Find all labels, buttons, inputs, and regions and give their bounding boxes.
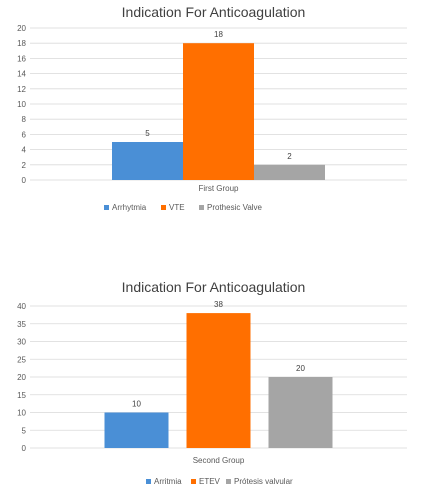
y-tick-label: 4 — [22, 146, 27, 155]
bar-etev — [186, 313, 251, 448]
legend-label: ETEV — [199, 477, 221, 486]
y-tick-label: 15 — [17, 391, 26, 400]
chart-title: Indication For Anticoagulation — [122, 279, 306, 295]
y-tick-label: 10 — [17, 409, 26, 418]
y-tick-label: 12 — [17, 85, 26, 94]
second-group-chart: Indication For Anticoagulation 0 5 10 15 20 25… — [17, 279, 407, 486]
bar-vte — [183, 43, 254, 181]
data-label: 20 — [296, 364, 305, 373]
legend-swatch — [146, 479, 151, 484]
bar-pr-tesis-valvular — [268, 377, 333, 448]
y-tick-label: 25 — [17, 355, 26, 364]
legend-swatch — [104, 205, 109, 210]
bar-arritmia — [104, 412, 169, 448]
y-tick-label: 35 — [17, 320, 26, 329]
chart-title: Indication For Anticoagulation — [122, 4, 306, 20]
first-group-chart: Indication For Anticoagulation 0 2 4 6 8 10 12 1… — [17, 4, 407, 212]
bar-arrhytmia — [112, 142, 183, 180]
y-tick-label: 14 — [17, 70, 26, 79]
data-label: 10 — [132, 400, 141, 409]
legend-swatch — [161, 205, 166, 210]
legend-swatch — [191, 479, 196, 484]
bar-prothesic-valve — [254, 164, 325, 180]
legend-label: Prothesic Valve — [207, 203, 263, 212]
category-label: Second Group — [193, 456, 245, 465]
legend-label: Arritmia — [154, 477, 182, 486]
y-tick-label: 18 — [17, 39, 26, 48]
y-tick-label: 20 — [17, 24, 26, 33]
data-label: 2 — [287, 152, 292, 161]
y-tick-label: 10 — [17, 100, 26, 109]
y-tick-label: 6 — [22, 130, 27, 139]
data-label: 18 — [214, 30, 223, 39]
data-label: 5 — [145, 129, 150, 138]
y-tick-label: 5 — [22, 426, 27, 435]
data-label: 38 — [214, 300, 223, 309]
y-tick-label: 40 — [17, 302, 26, 311]
y-tick-label: 2 — [22, 161, 27, 170]
legend-swatch — [226, 479, 231, 484]
y-tick-label: 20 — [17, 373, 26, 382]
legend-label: Prótesis valvular — [234, 477, 293, 486]
y-tick-label: 8 — [22, 115, 27, 124]
category-label: First Group — [198, 184, 239, 193]
legend-label: Arrhytmia — [112, 203, 147, 212]
y-tick-label: 30 — [17, 338, 26, 347]
legend-label: VTE — [169, 203, 185, 212]
y-tick-label: 0 — [22, 176, 27, 185]
y-tick-label: 16 — [17, 54, 26, 63]
legend-swatch — [199, 205, 204, 210]
y-tick-label: 0 — [22, 444, 27, 453]
